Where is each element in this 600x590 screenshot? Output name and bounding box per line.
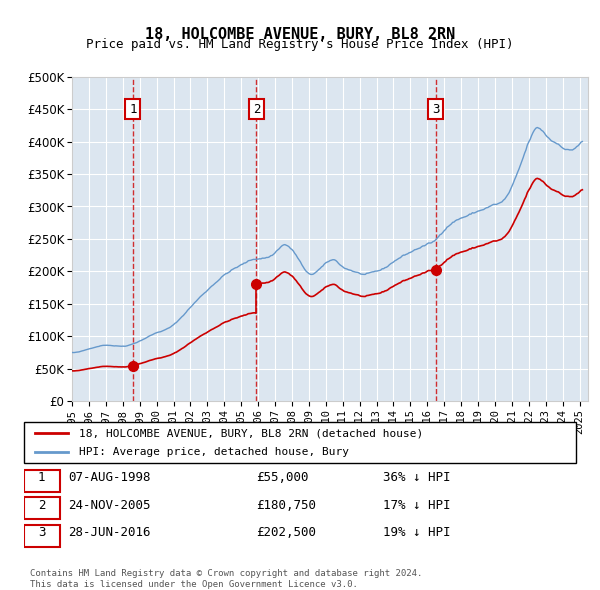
Text: 3: 3 [432,103,439,116]
Text: 18, HOLCOMBE AVENUE, BURY, BL8 2RN: 18, HOLCOMBE AVENUE, BURY, BL8 2RN [145,27,455,41]
FancyBboxPatch shape [24,422,576,463]
Text: 2: 2 [38,499,46,512]
Text: 07-AUG-1998: 07-AUG-1998 [68,471,151,484]
Text: £202,500: £202,500 [256,526,316,539]
Text: HPI: Average price, detached house, Bury: HPI: Average price, detached house, Bury [79,447,349,457]
Text: 1: 1 [129,103,137,116]
Text: 1: 1 [38,471,46,484]
Text: 28-JUN-2016: 28-JUN-2016 [68,526,151,539]
Text: Contains HM Land Registry data © Crown copyright and database right 2024.
This d: Contains HM Land Registry data © Crown c… [30,569,422,589]
FancyBboxPatch shape [24,470,60,491]
FancyBboxPatch shape [24,497,60,519]
Text: £180,750: £180,750 [256,499,316,512]
Text: 36% ↓ HPI: 36% ↓ HPI [383,471,450,484]
Text: Price paid vs. HM Land Registry's House Price Index (HPI): Price paid vs. HM Land Registry's House … [86,38,514,51]
Text: 18, HOLCOMBE AVENUE, BURY, BL8 2RN (detached house): 18, HOLCOMBE AVENUE, BURY, BL8 2RN (deta… [79,428,424,438]
FancyBboxPatch shape [24,525,60,546]
Text: 3: 3 [38,526,46,539]
Text: 2: 2 [253,103,260,116]
Text: 17% ↓ HPI: 17% ↓ HPI [383,499,450,512]
Text: 19% ↓ HPI: 19% ↓ HPI [383,526,450,539]
Text: 24-NOV-2005: 24-NOV-2005 [68,499,151,512]
Text: £55,000: £55,000 [256,471,308,484]
